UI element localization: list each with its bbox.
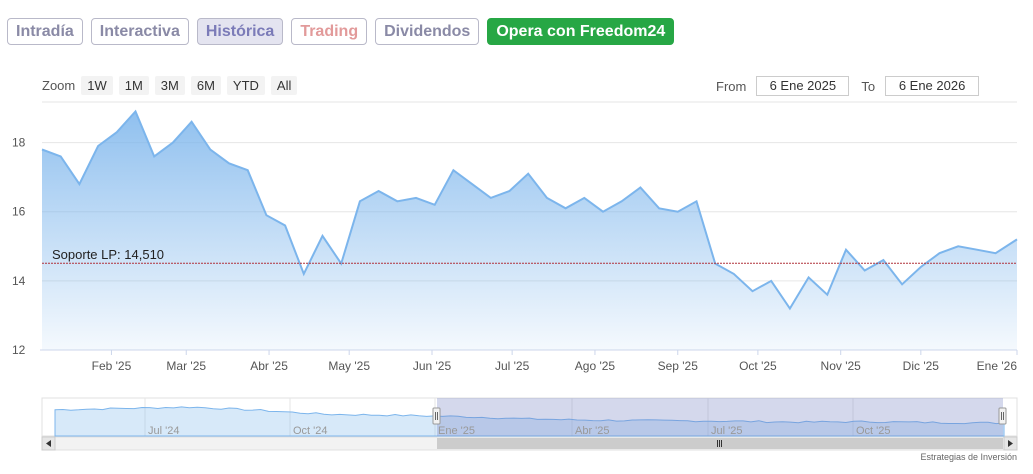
price-line	[41, 109, 1018, 311]
price-area	[42, 111, 1017, 350]
navigator-axis: Jul '24 Oct '24 Ene '25 Abr '25 Jul '25 Oct '…	[148, 425, 891, 437]
navigator-tick-label: Oct '25	[856, 425, 891, 437]
navigator-tick-label: Jul '24	[148, 425, 179, 437]
navigator-mask	[437, 398, 1003, 436]
x-tick-label: Oct '25	[739, 359, 777, 373]
scroll-right-button[interactable]	[1003, 436, 1018, 451]
x-tick-label: Mar '25	[166, 359, 206, 373]
y-axis: 12 14 16 18	[12, 136, 26, 357]
x-tick-label: Feb '25	[92, 359, 132, 373]
navigator-tick-label: Ene '25	[438, 425, 475, 437]
x-tick-label: Dic '25	[903, 359, 940, 373]
navigator-tick-label: Oct '24	[293, 425, 328, 437]
navigator-area	[54, 406, 1005, 437]
x-tick-label: Ene '26	[977, 359, 1018, 373]
from-label: From	[716, 78, 747, 94]
tab-historica[interactable]: Histórica	[196, 18, 284, 45]
date-range: From 6 Ene 2025 To 6 Ene 2026	[716, 76, 980, 96]
arrow-left-icon	[46, 440, 51, 447]
x-tick-label: Abr '25	[250, 359, 288, 373]
navigator-tick-label: Abr '25	[575, 425, 610, 437]
x-tick-label: Ago '25	[575, 359, 616, 373]
from-date-input[interactable]: 6 Ene 2025	[756, 76, 850, 96]
support-label: Soporte LP: 14,510	[52, 247, 164, 262]
zoom-selector: Zoom 1W 1M 3M 6M YTD All	[42, 76, 303, 95]
zoom-all-button[interactable]: All	[270, 76, 298, 95]
x-tick-label: Jun '25	[413, 359, 452, 373]
navigator[interactable]: Jul '24 Oct '24 Ene '25 Abr '25 Jul '25 Oct '…	[0, 390, 1033, 452]
scroll-left-button[interactable]	[41, 436, 56, 451]
y-tick-label: 16	[12, 205, 26, 219]
price-chart[interactable]: 12 14 16 18 Soporte LP: 14,510 Feb '25 Mar '…	[0, 100, 1033, 382]
chart-credit[interactable]: Estrategias de Inversión	[920, 452, 1017, 462]
x-tick-label: Jul '25	[495, 359, 530, 373]
tab-dividendos[interactable]: Dividendos	[375, 18, 480, 45]
zoom-label: Zoom	[42, 78, 76, 93]
navigator-frame	[41, 397, 1018, 437]
zoom-6m-button[interactable]: 6M	[190, 76, 221, 95]
tab-trading[interactable]: Trading	[291, 18, 368, 45]
scrollbar-grip-icon	[717, 440, 722, 447]
chart-tabs: Intradía Interactiva Histórica Trading D…	[7, 18, 675, 45]
zoom-ytd-button[interactable]: YTD	[226, 76, 265, 95]
y-tick-label: 12	[12, 343, 26, 357]
zoom-1m-button[interactable]: 1M	[118, 76, 149, 95]
x-axis: Feb '25 Mar '25 Abr '25 May '25 Jun '25 Jul '…	[92, 350, 1018, 373]
y-tick-label: 14	[12, 274, 26, 288]
x-tick-label: May '25	[328, 359, 370, 373]
x-tick-label: Nov '25	[821, 359, 862, 373]
to-label: To	[861, 78, 876, 94]
navigator-left-handle[interactable]	[432, 407, 441, 425]
navigator-tick-label: Jul '25	[711, 425, 742, 437]
navigator-right-handle[interactable]	[998, 407, 1007, 425]
tab-intradia[interactable]: Intradía	[7, 18, 83, 45]
y-tick-label: 18	[12, 136, 26, 150]
tab-interactiva[interactable]: Interactiva	[90, 18, 189, 45]
to-date-input[interactable]: 6 Ene 2026	[885, 76, 980, 96]
opera-freedom24-button[interactable]: Opera con Freedom24	[487, 18, 675, 45]
zoom-1w-button[interactable]: 1W	[81, 76, 113, 95]
x-tick-label: Sep '25	[658, 359, 699, 373]
arrow-right-icon	[1008, 440, 1013, 447]
zoom-3m-button[interactable]: 3M	[154, 76, 185, 95]
